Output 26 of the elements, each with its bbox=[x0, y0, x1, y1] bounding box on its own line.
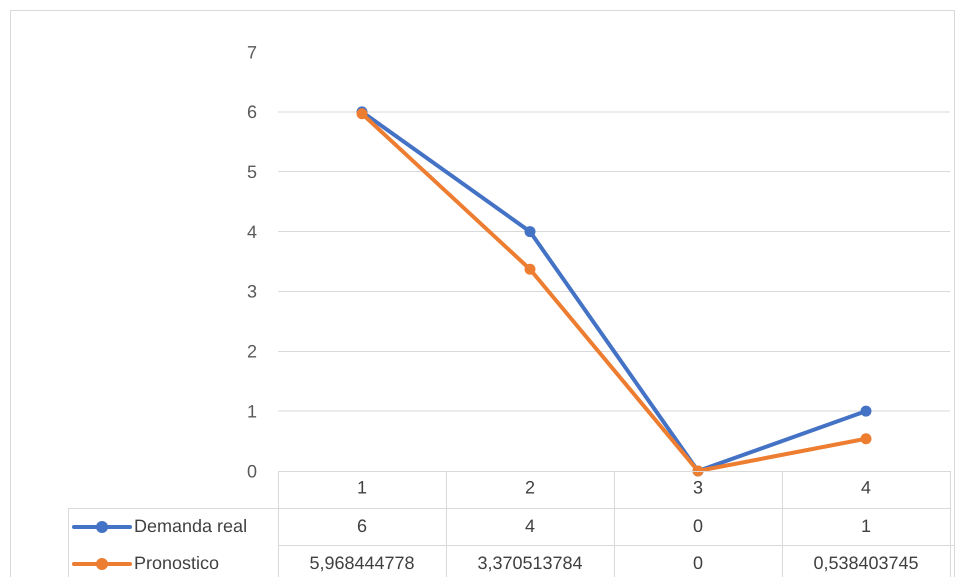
y-tick-label: 2 bbox=[246, 342, 257, 362]
x-tick-label: 1 bbox=[356, 478, 368, 498]
point bbox=[860, 406, 872, 417]
y-tick-label: 7 bbox=[246, 42, 257, 62]
point bbox=[524, 264, 536, 275]
data-label: 1 bbox=[860, 515, 872, 538]
x-tick-label: 4 bbox=[860, 478, 872, 498]
y-tick-label: 1 bbox=[246, 401, 257, 422]
data-label: 6 bbox=[356, 515, 368, 538]
data-label: 0,538403745 bbox=[812, 552, 920, 575]
y-tick-label: 5 bbox=[246, 162, 257, 182]
x-tick-label: 3 bbox=[692, 478, 704, 498]
point bbox=[524, 226, 536, 238]
data-label: 5,968444778 bbox=[308, 552, 416, 575]
y-tick-label: 3 bbox=[246, 282, 257, 302]
y-tick-label: 4 bbox=[246, 222, 257, 242]
data-label: 4 bbox=[524, 515, 536, 538]
point bbox=[860, 433, 872, 444]
data-label: 0 bbox=[692, 515, 704, 538]
data-label: 3,370513784 bbox=[476, 552, 584, 575]
data-label: 0 bbox=[692, 552, 704, 575]
legend-label: Demanda real bbox=[134, 516, 248, 537]
legend-label: Pronostico bbox=[134, 553, 220, 574]
y-tick-label: 0 bbox=[246, 461, 257, 482]
x-tick-label: 2 bbox=[524, 478, 536, 498]
y-tick-label: 6 bbox=[246, 102, 257, 122]
